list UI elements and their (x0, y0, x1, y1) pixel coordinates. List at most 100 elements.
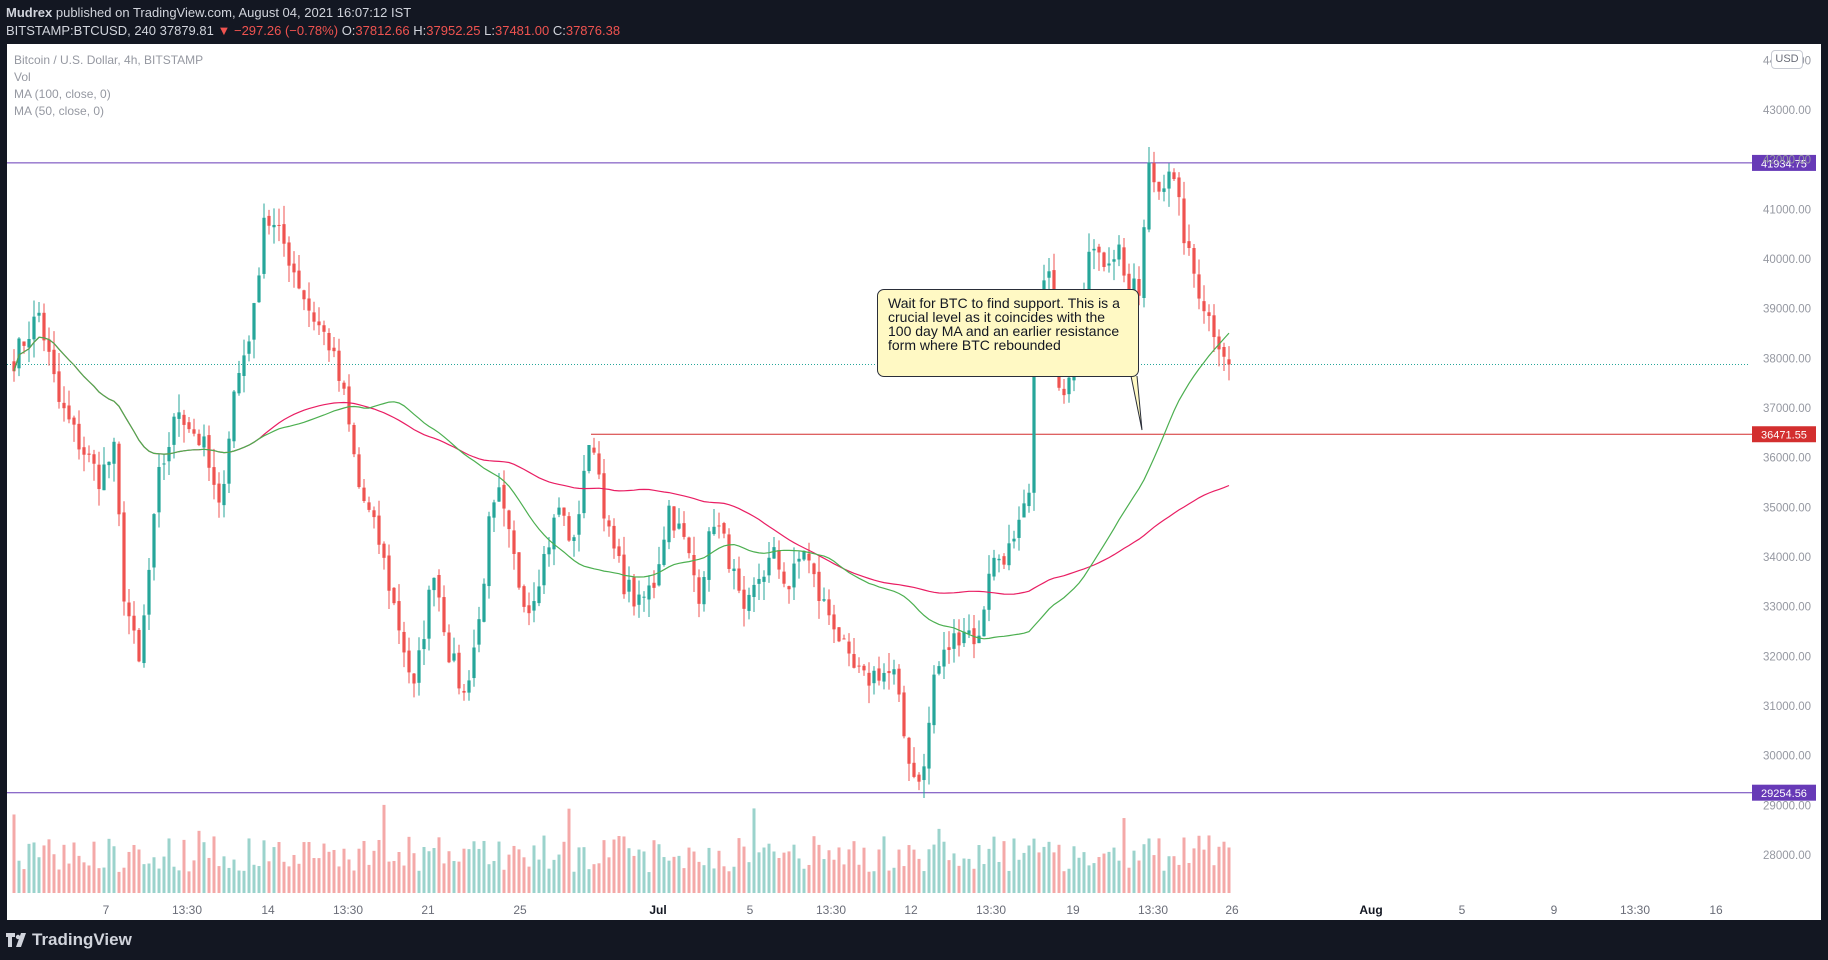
candle-body (742, 589, 746, 609)
volume-bar (952, 853, 956, 893)
volume-bar (1002, 841, 1006, 893)
volume-bar (962, 858, 966, 893)
volume-bar (142, 864, 146, 893)
volume-bar (687, 847, 691, 893)
volume-bar (1082, 852, 1086, 893)
candle-body (852, 654, 856, 668)
volume-bar (1112, 847, 1116, 893)
candle-body (647, 585, 651, 600)
volume-bar (62, 844, 66, 893)
candle-body (497, 487, 501, 502)
volume-bar (862, 847, 866, 893)
candle-body (432, 577, 436, 591)
volume-bar (287, 866, 291, 893)
volume-bar (77, 855, 81, 893)
volume-bar (1202, 849, 1206, 893)
candle-body (1147, 162, 1151, 230)
candle-body (377, 515, 381, 545)
volume-bar (312, 858, 316, 893)
volume-bar (1182, 837, 1186, 893)
volume-bar (92, 841, 96, 893)
publisher-name[interactable]: Mudrex (6, 5, 53, 20)
volume-bar (202, 842, 206, 893)
volume-bar (672, 856, 676, 893)
volume-bar (637, 849, 641, 893)
volume-bar (1017, 859, 1021, 893)
volume-bar (987, 848, 991, 893)
volume-bar (457, 861, 461, 893)
volume-bar (227, 867, 231, 893)
candle-body (232, 391, 236, 442)
volume-bar (547, 868, 551, 893)
currency-badge[interactable]: USD (1771, 50, 1803, 69)
volume-bar (597, 863, 601, 893)
candle-body (587, 445, 591, 472)
candle-body (1087, 251, 1091, 297)
candle-body (97, 464, 101, 490)
candle-body (992, 557, 996, 577)
candle-body (1122, 247, 1126, 276)
candle-body (1112, 259, 1116, 262)
candle-body (1102, 252, 1106, 267)
volume-bar (787, 851, 791, 893)
candle-body (562, 507, 566, 516)
candle-body (827, 599, 831, 616)
volume-bar (812, 836, 816, 893)
candle-body (872, 670, 876, 684)
candle-body (357, 454, 361, 488)
candle-body (107, 461, 111, 466)
footer-bar (0, 920, 1828, 960)
volume-bar (577, 847, 581, 893)
candle-body (1172, 172, 1176, 180)
volume-bar (362, 840, 366, 893)
candle-body (792, 563, 796, 588)
candle-body (867, 672, 871, 686)
candle-body (557, 507, 561, 515)
candle-body (207, 435, 211, 468)
candle-body (702, 576, 706, 605)
candle-body (417, 650, 421, 683)
legend-vol[interactable]: Vol (14, 70, 31, 84)
candle-body (157, 466, 161, 513)
candle-body (582, 470, 586, 514)
volume-bar (892, 867, 896, 893)
symbol-label[interactable]: BITSTAMP:BTCUSD, 240 (6, 23, 157, 38)
candle-body (397, 601, 401, 631)
volume-bar (1052, 852, 1056, 893)
volume-bar (427, 851, 431, 893)
callout-pointer (1130, 375, 1143, 431)
candle-body (32, 316, 36, 340)
candle-body (842, 638, 846, 640)
volume-bar (1042, 846, 1046, 893)
y-tick-label: 43000.00 (1763, 105, 1811, 117)
volume-bar (452, 861, 456, 893)
volume-bar (877, 849, 881, 893)
candle-body (932, 674, 936, 726)
candle-body (612, 525, 616, 549)
candle-body (187, 422, 191, 430)
volume-bar (177, 870, 181, 893)
volume-bar (977, 845, 981, 893)
volume-bar (107, 838, 111, 893)
candle-body (1187, 241, 1191, 249)
volume-bar (132, 844, 136, 893)
volume-bar (842, 864, 846, 893)
volume-bar (707, 847, 711, 893)
volume-bar (777, 857, 781, 893)
volume-bar (207, 857, 211, 893)
volume-bar (932, 844, 936, 893)
candle-body (917, 774, 921, 782)
volume-bar (437, 837, 441, 893)
legend-ma50[interactable]: MA (50, close, 0) (14, 104, 105, 118)
tradingview-logo[interactable]: TradingView (6, 930, 132, 950)
volume-bar (747, 862, 751, 893)
candle-body (347, 386, 351, 425)
legend-ma100[interactable]: MA (100, close, 0) (14, 87, 111, 101)
candle-body (622, 554, 626, 595)
annotation-callout[interactable]: Wait for BTC to find support. This is a … (877, 289, 1139, 377)
volume-bar (677, 855, 681, 893)
volume-bar (1067, 868, 1071, 893)
volume-bar (702, 865, 706, 893)
candle-body (1202, 301, 1206, 312)
